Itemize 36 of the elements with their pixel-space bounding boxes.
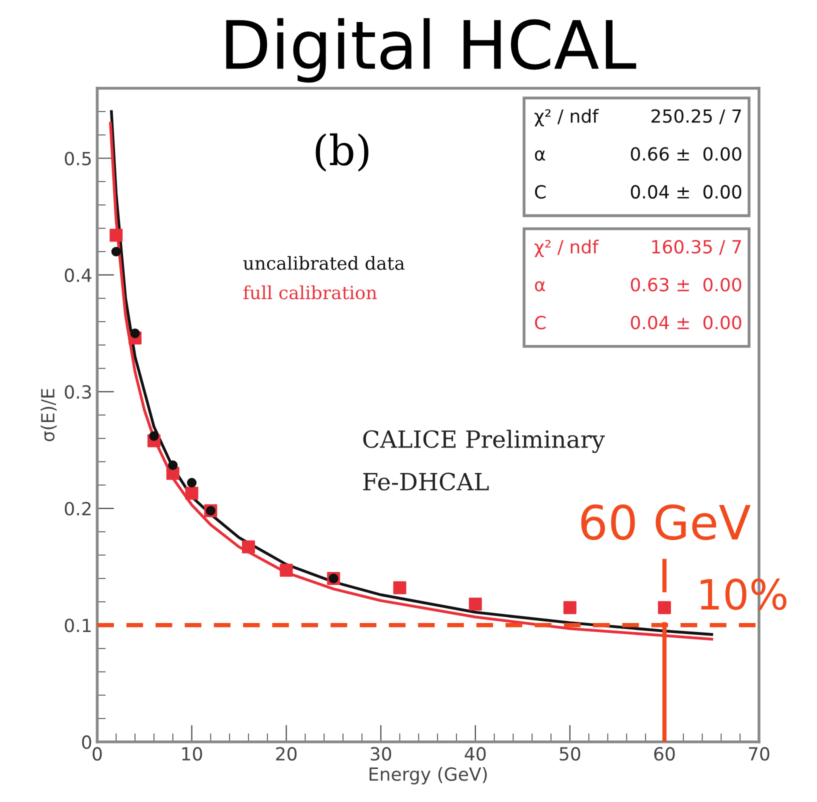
annotation: χ² / ndf xyxy=(534,108,599,126)
chart-title: Digital HCAL xyxy=(226,18,636,83)
x-tick-label: 60 xyxy=(654,747,675,761)
annotation: 160.35 / 7 xyxy=(652,240,741,256)
text: uncalibrated data xyxy=(243,256,405,270)
y-tick-label: 0.2 xyxy=(64,502,91,516)
x-tick-label: 20 xyxy=(276,747,297,761)
y-tick-label: 0 xyxy=(82,735,92,749)
annotation: 0.04 ± 0.00 xyxy=(630,316,742,330)
y-tick-label: 0.1 xyxy=(64,618,91,632)
annotation: Fe-DHCAL xyxy=(363,472,489,491)
y-axis-title: σ(E)/E xyxy=(40,388,57,442)
annotation: 0.63 ± 0.00 xyxy=(630,278,742,292)
x-tick-label: 70 xyxy=(748,747,770,761)
x-axis-title: Energy (GeV) xyxy=(370,766,487,784)
x-tick-label: 10 xyxy=(182,747,202,761)
annotation: α xyxy=(534,281,546,292)
x-tick-label: 30 xyxy=(370,747,392,761)
x-tick-label: 50 xyxy=(560,747,580,761)
annotation: C xyxy=(535,185,546,199)
x-tick-label: 0 xyxy=(92,747,102,761)
annotation: C xyxy=(535,316,546,330)
ref-line-label: 60 GeV xyxy=(581,504,751,540)
annotation: α xyxy=(534,150,546,161)
annotation: 0.66 ± 0.00 xyxy=(630,147,742,161)
y-tick-label: 0.3 xyxy=(64,385,91,399)
ref-line-label: 10% xyxy=(700,578,786,610)
annotation: 0.04 ± 0.00 xyxy=(630,185,742,199)
text: full calibration xyxy=(243,285,377,300)
annotation: (b) xyxy=(316,133,368,172)
x-tick-label: 40 xyxy=(464,747,486,761)
annotation: 250.25 / 7 xyxy=(652,109,741,124)
y-tick-label: 0.4 xyxy=(64,268,92,282)
annotation: χ² / ndf xyxy=(534,240,599,258)
annotation: CALICE Preliminary xyxy=(363,430,605,453)
y-tick-label: 0.5 xyxy=(64,152,91,166)
